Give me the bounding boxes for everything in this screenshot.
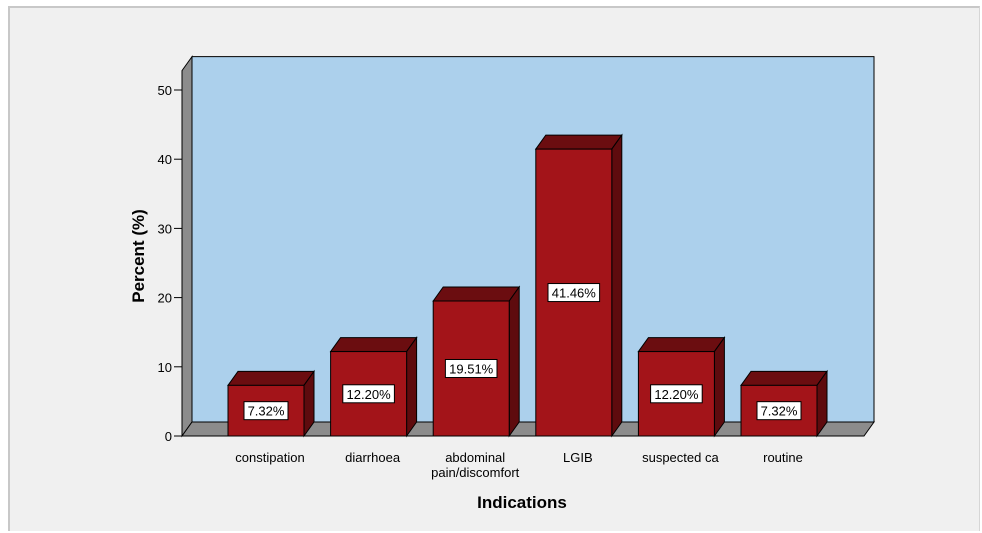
bar: 7.32% [740, 369, 828, 438]
data-label: 7.32% [761, 404, 798, 419]
x-tick-label: routine [763, 450, 803, 465]
bar-side [406, 336, 418, 438]
data-label-box [756, 401, 802, 421]
bar: 19.51% [432, 285, 521, 438]
bar: 7.32% [227, 369, 315, 438]
data-label-box [650, 384, 703, 404]
y-tick-label: 40 [158, 152, 172, 167]
y-tick-label: 50 [158, 83, 172, 98]
x-tick-label: constipation [235, 450, 304, 465]
x-axis-title: Indications [477, 493, 567, 512]
bar-top [740, 370, 828, 386]
bar-side [611, 133, 623, 438]
x-tick-label: suspected ca [642, 450, 719, 465]
bar-side [508, 285, 520, 438]
bar: 41.46% [534, 133, 623, 438]
bar-top [329, 337, 418, 353]
bar: 12.20% [329, 336, 418, 438]
data-label-box [243, 401, 289, 421]
y-tick-label: 30 [158, 221, 172, 236]
bar-top [432, 286, 521, 302]
y-tick-label: 0 [165, 429, 172, 444]
data-label-box [444, 358, 498, 378]
y-axis-title: Percent (%) [129, 209, 148, 303]
bar: 12.20% [637, 336, 726, 438]
x-tick-label: pain/discomfort [431, 465, 520, 480]
data-label: 7.32% [248, 404, 285, 419]
x-tick-label: abdominal [445, 450, 505, 465]
data-label-box [342, 384, 395, 404]
bar-top [227, 370, 315, 386]
data-label: 12.20% [347, 387, 392, 402]
data-label: 12.20% [654, 387, 699, 402]
y-tick-label: 10 [158, 360, 172, 375]
plot-back-wall [191, 56, 875, 423]
y-axis: 0 10 20 30 40 50 [158, 70, 183, 444]
x-tick-label: LGIB [563, 450, 593, 465]
bars: 7.32% 12.20% 19.51% 41.46% 12.20% 7.32% [227, 133, 828, 438]
x-tick-label: diarrhoea [345, 450, 401, 465]
bar-top [534, 134, 623, 150]
bar-side [713, 336, 725, 438]
plot-side-wall [181, 55, 193, 438]
y-tick-label: 20 [158, 291, 172, 306]
data-label-box [547, 283, 601, 303]
bar-top [637, 337, 726, 353]
category-labels: constipation diarrhoea abdominalpain/disco… [235, 450, 803, 480]
data-label: 41.46% [552, 286, 597, 301]
data-label: 19.51% [449, 361, 494, 376]
